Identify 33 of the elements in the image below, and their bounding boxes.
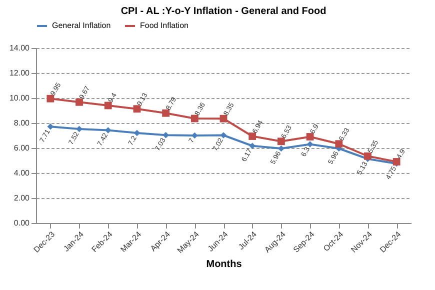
point xyxy=(76,126,82,132)
y-tick-label: 6.00 xyxy=(14,144,30,152)
point xyxy=(248,132,256,140)
point xyxy=(133,105,141,113)
point xyxy=(364,152,372,160)
point xyxy=(220,132,227,138)
y-tick-label: 12.00 xyxy=(9,68,30,78)
point xyxy=(134,130,140,136)
point xyxy=(76,98,83,106)
y-tick-label: 0.00 xyxy=(14,218,30,228)
point xyxy=(220,114,228,122)
point xyxy=(249,142,256,150)
point xyxy=(104,127,112,134)
chart-title: CPI - AL :Y-o-Y Inflation - General and Food xyxy=(120,6,326,17)
x-axis-title: Months xyxy=(206,259,242,270)
point xyxy=(47,123,54,130)
y-tick-label: 14.00 xyxy=(9,44,30,52)
point xyxy=(306,141,314,148)
y-tick-label: 2.00 xyxy=(14,194,30,202)
y-tick-label: 4.00 xyxy=(14,168,30,178)
point xyxy=(335,140,343,148)
legend-label: Food Inflation xyxy=(140,21,188,30)
point xyxy=(277,138,285,146)
point xyxy=(104,102,112,110)
point xyxy=(306,133,314,140)
point xyxy=(162,109,170,117)
point xyxy=(162,132,169,138)
point xyxy=(190,114,198,122)
point xyxy=(278,145,284,152)
point xyxy=(46,94,54,102)
legend-label: General Inflation xyxy=(52,21,111,30)
y-tick-label: 8.00 xyxy=(14,118,30,128)
y-tick-label: 10.00 xyxy=(9,94,30,102)
